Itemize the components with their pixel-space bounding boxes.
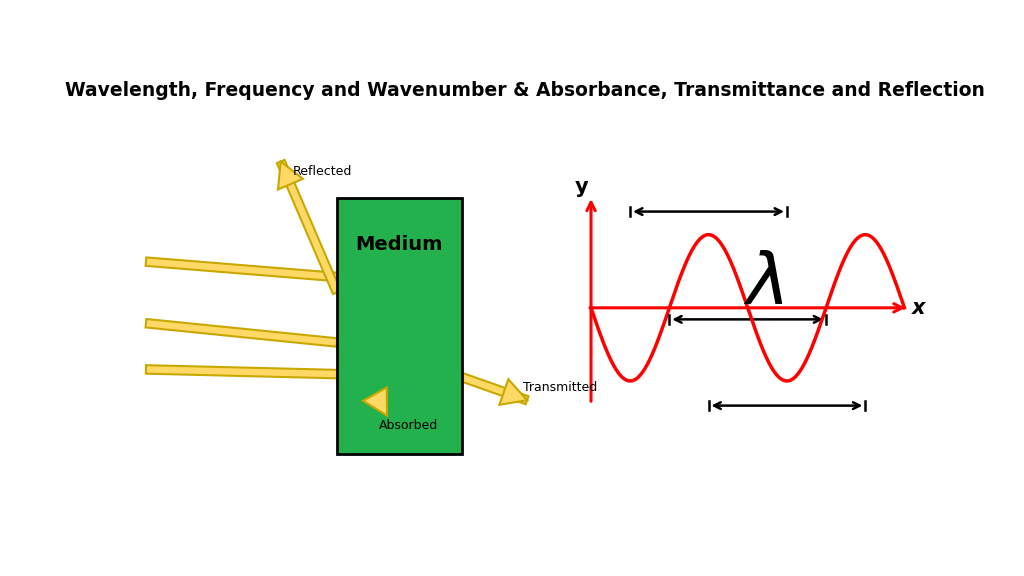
Bar [337,199,462,454]
Text: x: x [911,298,925,318]
Polygon shape [278,161,303,190]
Text: Reflected: Reflected [292,165,351,179]
Polygon shape [145,257,337,281]
Text: Absorbed: Absorbed [379,419,438,433]
Polygon shape [145,365,462,381]
Text: Medium: Medium [355,235,443,254]
Polygon shape [460,373,528,404]
Polygon shape [500,379,527,405]
Polygon shape [276,160,341,294]
Polygon shape [145,319,337,347]
Polygon shape [348,352,391,418]
Text: Wavelength, Frequency and Wavenumber & Absorbance, Transmittance and Reflection: Wavelength, Frequency and Wavenumber & A… [65,81,985,100]
Polygon shape [364,388,387,416]
Text: $\lambda$: $\lambda$ [743,250,783,319]
Text: Transmitted: Transmitted [523,381,598,394]
Text: y: y [574,177,589,197]
